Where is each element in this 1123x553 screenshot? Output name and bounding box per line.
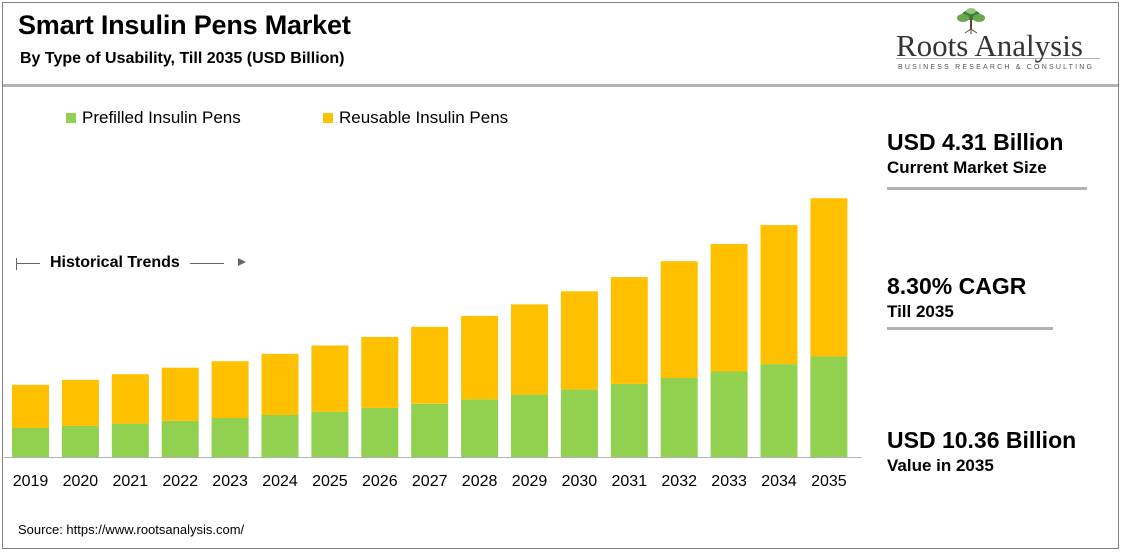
bar-reusable-2033 xyxy=(710,244,748,372)
stat-future-label: Value in 2035 xyxy=(887,456,994,475)
logo-tagline: BUSINESS RESEARCH & CONSULTING xyxy=(898,64,1095,71)
source-note: Source: https://www.rootsanalysis.com/ xyxy=(18,522,245,537)
stacked-bar-chart: 2019 2020 2021 2022 2023 2024 2025 2026 2027 2028… xyxy=(4,198,862,490)
header-divider xyxy=(3,84,1118,87)
bar-prefilled-2034 xyxy=(760,364,798,457)
bar-prefilled-2025 xyxy=(311,411,349,457)
legend-label-prefilled: Prefilled Insulin Pens xyxy=(82,108,241,127)
bar-prefilled-2027 xyxy=(411,403,449,457)
x-tick-label-2033: 2033 xyxy=(711,473,747,490)
bar-reusable-2022 xyxy=(161,367,199,421)
stat-current-size: USD 4.31 Billion Current Market Size xyxy=(887,129,1063,178)
x-tick-label-2020: 2020 xyxy=(63,473,99,490)
bar-reusable-2019 xyxy=(12,384,49,428)
bar-prefilled-2029 xyxy=(511,394,548,457)
stat-current-value: USD 4.31 Billion xyxy=(887,129,1064,155)
x-tick-label-2035: 2035 xyxy=(811,473,847,490)
legend-label-reusable: Reusable Insulin Pens xyxy=(339,108,509,127)
x-tick-label-2022: 2022 xyxy=(162,473,198,490)
legend-swatch-reusable xyxy=(323,113,333,123)
bar-reusable-2034 xyxy=(760,225,798,365)
x-tick-label-2031: 2031 xyxy=(612,473,648,490)
page-subtitle: By Type of Usability, Till 2035 (USD Bil… xyxy=(20,50,345,67)
bar-prefilled-2030 xyxy=(560,389,598,457)
bar-prefilled-2019 xyxy=(12,428,49,457)
x-tick-label-2034: 2034 xyxy=(761,473,797,490)
bar-reusable-2026 xyxy=(361,336,399,408)
bar-prefilled-2028 xyxy=(461,399,499,457)
x-tick-label-2023: 2023 xyxy=(212,473,248,490)
stat-cagr-underline xyxy=(887,327,1053,330)
stat-cagr: 8.30% CAGR Till 2035 xyxy=(887,273,1026,322)
bar-prefilled-2020 xyxy=(61,425,99,457)
x-tick-label-2025: 2025 xyxy=(312,473,348,490)
historical-trends-label: Historical Trends xyxy=(50,254,180,271)
bar-reusable-2029 xyxy=(511,304,548,395)
bar-reusable-2030 xyxy=(560,291,598,390)
bar-prefilled-2035 xyxy=(810,356,848,457)
bar-reusable-2035 xyxy=(810,198,848,357)
x-tick-label-2026: 2026 xyxy=(362,473,398,490)
bar-reusable-2024 xyxy=(261,353,299,415)
legend-swatch-prefilled xyxy=(66,113,76,123)
x-tick-label-2029: 2029 xyxy=(512,473,548,490)
x-tick-label-2019: 2019 xyxy=(13,473,49,490)
x-tick-label-2030: 2030 xyxy=(562,473,598,490)
bar-prefilled-2021 xyxy=(111,423,149,457)
bar-prefilled-2022 xyxy=(161,420,199,457)
bar-prefilled-2033 xyxy=(710,371,748,457)
bar-reusable-2025 xyxy=(311,345,349,412)
bar-prefilled-2023 xyxy=(211,418,249,457)
stat-future-size: USD 10.36 Billion Value in 2035 xyxy=(887,427,1076,476)
x-tick-label-2024: 2024 xyxy=(262,473,298,490)
stat-future-value: USD 10.36 Billion xyxy=(887,427,1077,453)
bar-reusable-2021 xyxy=(111,374,149,424)
historical-line-left xyxy=(16,262,40,264)
bar-reusable-2020 xyxy=(61,379,99,426)
legend-item-prefilled: Prefilled Insulin Pens xyxy=(66,108,241,128)
bar-reusable-2031 xyxy=(610,277,648,384)
bar-prefilled-2026 xyxy=(361,407,399,457)
historical-arrow-icon xyxy=(238,258,246,266)
x-tick-label-2021: 2021 xyxy=(113,473,149,490)
bar-reusable-2027 xyxy=(411,326,449,404)
bar-prefilled-2031 xyxy=(610,383,648,457)
stat-cagr-value: 8.30% CAGR xyxy=(887,273,1027,299)
page-title: Smart Insulin Pens Market xyxy=(18,10,351,40)
stat-current-label: Current Market Size xyxy=(887,158,1047,177)
logo-wordmark: Roots Analysis xyxy=(896,28,1083,63)
stat-cagr-label: Till 2035 xyxy=(887,302,954,321)
legend-item-reusable: Reusable Insulin Pens xyxy=(323,108,508,128)
historical-trends-start-tick xyxy=(16,258,17,270)
x-tick-label-2027: 2027 xyxy=(412,473,448,490)
bar-prefilled-2024 xyxy=(261,415,299,457)
bar-reusable-2023 xyxy=(211,361,249,418)
historical-trends-annotation: Historical Trends xyxy=(16,254,224,272)
bar-prefilled-2032 xyxy=(660,378,698,457)
x-tick-label-2032: 2032 xyxy=(661,473,697,490)
bar-reusable-2028 xyxy=(461,315,499,400)
stat-current-underline xyxy=(887,187,1087,190)
x-tick-label-2028: 2028 xyxy=(462,473,498,490)
bar-reusable-2032 xyxy=(660,261,698,378)
historical-line-right xyxy=(189,262,224,264)
tree-logo-icon xyxy=(896,8,1100,59)
